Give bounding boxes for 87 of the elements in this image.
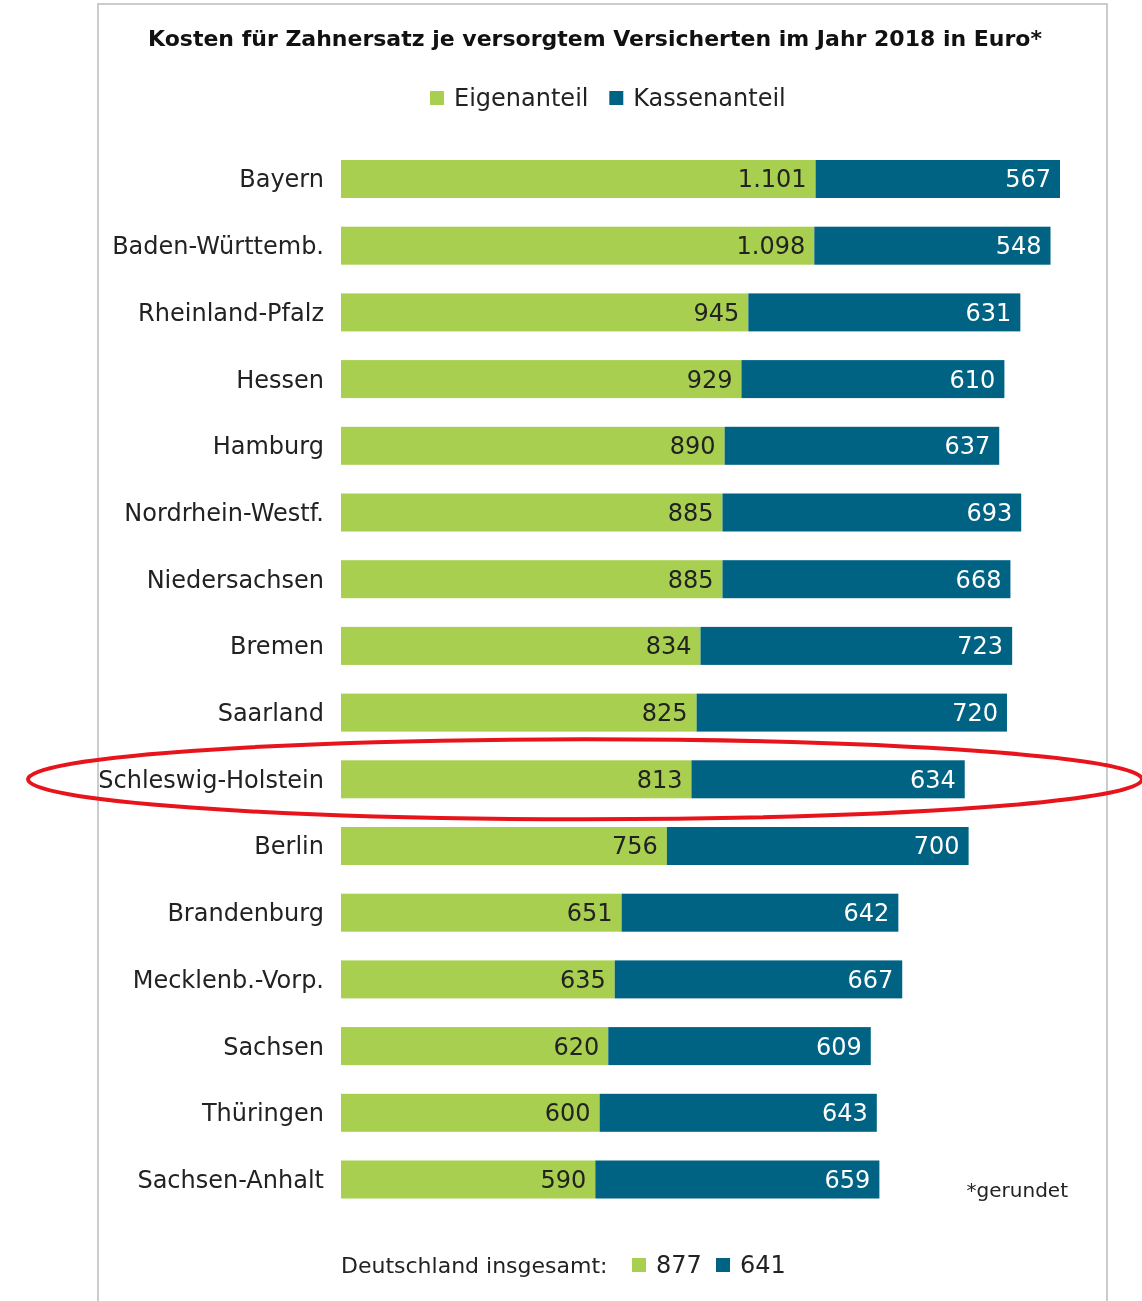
data-label: 637 [944,432,991,461]
bar [599,1093,877,1132]
y-tick-label: Mecklenb.-Vorp. [132,965,324,994]
bar [341,226,815,265]
bar [341,293,749,332]
bar [341,1093,600,1132]
bar [621,893,899,932]
data-label: 667 [847,965,894,994]
data-label: 1.098 [736,232,806,261]
data-label: 723 [957,632,1004,661]
data-label: 620 [553,1032,600,1061]
bar [341,426,725,465]
y-tick-label: Berlin [254,832,324,861]
y-tick-label: Sachsen [223,1032,324,1061]
legend-label: Eigenanteil [454,84,589,113]
bar [724,426,1000,465]
bar [341,626,701,665]
bar [815,160,1060,198]
bar [722,560,1011,599]
data-label: 813 [636,765,683,794]
bar [341,827,667,865]
data-label: 929 [686,365,733,394]
bar [696,693,1007,732]
data-label: 700 [913,832,960,861]
data-label: 600 [544,1099,591,1128]
y-tick-label: Nordrhein-Westf. [124,498,324,527]
data-label: 567 [1005,165,1051,194]
data-label: 885 [667,498,714,527]
bar [341,560,723,599]
bar [341,960,615,999]
data-label: 890 [669,432,716,461]
data-label: 635 [559,965,606,994]
bar [341,360,742,399]
data-label: 631 [965,298,1012,327]
bar [341,1027,609,1066]
data-label: 668 [955,565,1002,594]
data-label: 651 [566,899,613,928]
y-tick-label: Sachsen-Anhalt [137,1165,324,1194]
bar [341,493,723,532]
y-tick-label: Brandenburg [167,899,324,928]
data-label: 825 [641,699,688,727]
text: 641 [740,1251,786,1280]
data-label: 643 [821,1099,868,1128]
data-label: 590 [540,1165,587,1194]
data-label: 548 [995,232,1042,261]
bar [814,226,1051,265]
y-tick-label: Bremen [230,632,324,661]
text: 877 [656,1251,702,1280]
data-label: 609 [815,1032,862,1061]
y-tick-label: Hessen [236,365,324,394]
legend-label: Kassenanteil [633,84,786,113]
bar [700,626,1013,665]
annotation: *gerundet [966,1178,1069,1202]
bar [666,827,969,865]
y-tick-label: Thüringen [200,1099,324,1128]
bar [341,160,816,198]
data-label: 642 [843,899,890,928]
data-label: 885 [667,565,714,594]
bar [341,893,622,932]
data-label: 834 [645,632,692,661]
y-tick-label: Schleswig-Holstein [98,765,324,794]
data-label: 693 [966,498,1013,527]
y-tick-label: Hamburg [212,432,324,461]
bar [341,760,692,799]
bar [748,293,1021,332]
bar [341,1160,596,1199]
y-tick-label: Saarland [217,699,324,727]
bar [722,493,1022,532]
bar [595,1160,880,1199]
text: Deutschland insgesamt: [341,1252,608,1278]
y-tick-label: Bayern [239,165,324,194]
bar [608,1027,871,1066]
y-tick-label: Baden-Württemb. [112,232,324,261]
data-label: 659 [824,1165,871,1194]
data-label: 634 [909,765,956,794]
y-tick-label: Niedersachsen [146,565,324,594]
chart-title: Kosten für Zahnersatz je versorgtem Versicherten im Jahr 2018 in Euro* [148,25,1043,51]
y-tick-label: Rheinland-Pfalz [138,298,324,327]
bar [341,693,697,732]
data-label: 610 [949,365,996,394]
data-label: 720 [952,699,998,727]
data-label: 1.101 [737,165,807,194]
bar [741,360,1005,399]
bar [614,960,903,999]
data-label: 945 [693,298,740,327]
bar [691,760,965,799]
data-label: 756 [612,832,658,861]
